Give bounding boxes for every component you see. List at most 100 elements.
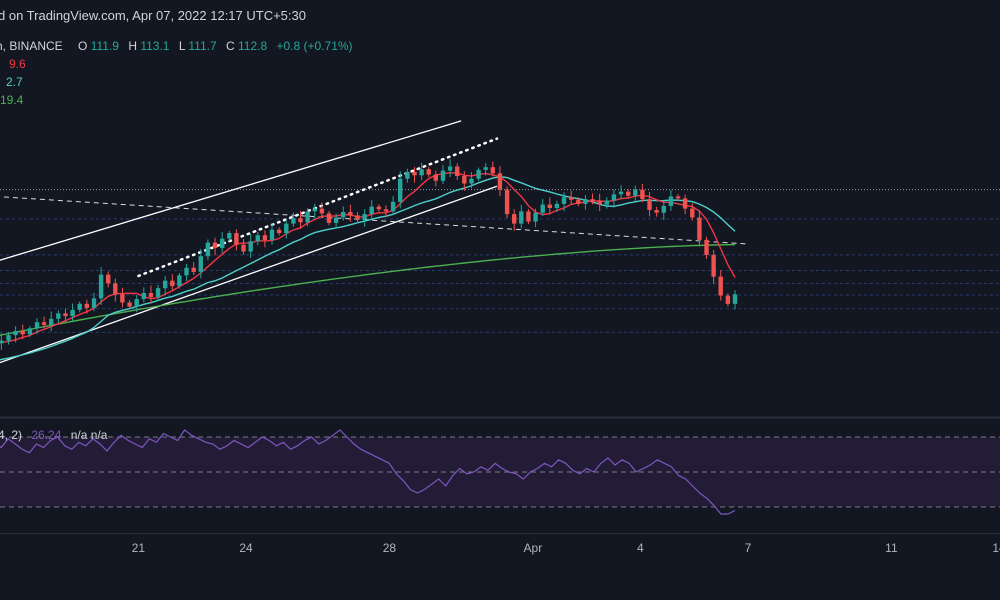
candle [348, 212, 353, 216]
x-axis-label: 4 [637, 541, 644, 555]
candle [312, 208, 317, 212]
candle [512, 214, 517, 224]
candle [597, 201, 602, 205]
candle [504, 189, 510, 215]
rsi-period-label: 4, 2) [0, 428, 22, 442]
candle [248, 241, 253, 252]
x-axis-label: 24 [239, 541, 253, 555]
rsi-indicator [0, 429, 1000, 515]
candle [291, 218, 296, 224]
candle [412, 171, 417, 176]
candle [675, 196, 681, 199]
candle [697, 217, 702, 240]
candle [547, 204, 552, 208]
candle [554, 203, 560, 208]
candle [469, 178, 474, 184]
candle [205, 242, 211, 257]
candle [41, 322, 47, 325]
candle [405, 171, 410, 179]
candle [319, 208, 325, 214]
candle [355, 215, 360, 220]
candle [490, 167, 495, 174]
x-axis-labels: 21 24 28 Apr 4 7 11 14 [132, 541, 1000, 555]
candle [462, 176, 467, 184]
open-label: O [78, 39, 87, 53]
horizontal-levels [0, 189, 1000, 333]
symbol-text: h, BINANCE [0, 39, 63, 53]
candle [212, 242, 218, 248]
candle [540, 204, 545, 213]
candle [77, 303, 82, 310]
candle [170, 280, 175, 287]
candle [269, 229, 275, 240]
candle [497, 173, 503, 190]
candle [561, 197, 567, 204]
candle [326, 213, 332, 223]
x-axis: 21 24 28 Apr 4 7 11 14 [0, 533, 1000, 555]
candle [113, 283, 118, 295]
candle [576, 199, 581, 204]
candle [163, 280, 168, 289]
candle [20, 331, 25, 335]
published-line: d on TradingView.com, Apr 07, 2022 12:17… [0, 8, 306, 23]
candle [98, 274, 104, 299]
candle [70, 310, 75, 317]
candle [682, 198, 688, 209]
high-value: 113.1 [140, 39, 169, 53]
rsi-legend: 4, 2) 26.24 n/a n/a [0, 428, 108, 442]
candle [604, 200, 609, 205]
candle [376, 206, 382, 210]
candle [284, 223, 289, 234]
ma-slow-value: 19.4 [0, 93, 24, 107]
candle [141, 293, 146, 300]
candle [440, 170, 446, 181]
candle [483, 167, 488, 170]
candle [120, 294, 125, 303]
open-value: 111.9 [91, 39, 120, 53]
close-value: 112.8 [238, 39, 267, 53]
x-axis-label: 14 [992, 541, 1000, 555]
candle [148, 293, 154, 298]
candle [262, 235, 268, 240]
header-legend: d on TradingView.com, Apr 07, 2022 12:17… [0, 8, 353, 442]
candle [633, 189, 638, 196]
candlesticks [0, 159, 738, 350]
change-value: +0.8 (+0.71%) [276, 39, 352, 53]
candle [640, 189, 645, 200]
low-value: 111.7 [188, 39, 217, 53]
ma-slow-line [0, 244, 735, 336]
candle [63, 313, 68, 317]
candle [241, 244, 246, 252]
candle [184, 267, 189, 276]
candle [661, 205, 666, 213]
candle [234, 233, 239, 245]
candle [177, 275, 182, 287]
candle [0, 340, 4, 344]
candle [590, 199, 595, 202]
rsi-line [0, 429, 736, 515]
candle [626, 191, 631, 196]
candle [519, 211, 524, 224]
candle [220, 238, 225, 249]
close-label: C [226, 39, 235, 53]
candle [690, 208, 695, 218]
candle [91, 298, 97, 308]
candle [34, 322, 40, 329]
candle [390, 201, 396, 212]
candle [533, 212, 538, 222]
candle [718, 276, 723, 296]
x-axis-label: 21 [132, 541, 146, 555]
low-label: L [179, 39, 186, 53]
candle [583, 199, 588, 204]
candle [305, 211, 310, 223]
candle [618, 191, 624, 195]
candle [419, 169, 424, 176]
candle [255, 235, 260, 242]
x-axis-label: Apr [524, 541, 543, 555]
candle [526, 211, 531, 222]
trend-lines [0, 120, 749, 364]
candle [362, 214, 367, 220]
candle [447, 166, 453, 171]
x-axis-label: 7 [745, 541, 752, 555]
